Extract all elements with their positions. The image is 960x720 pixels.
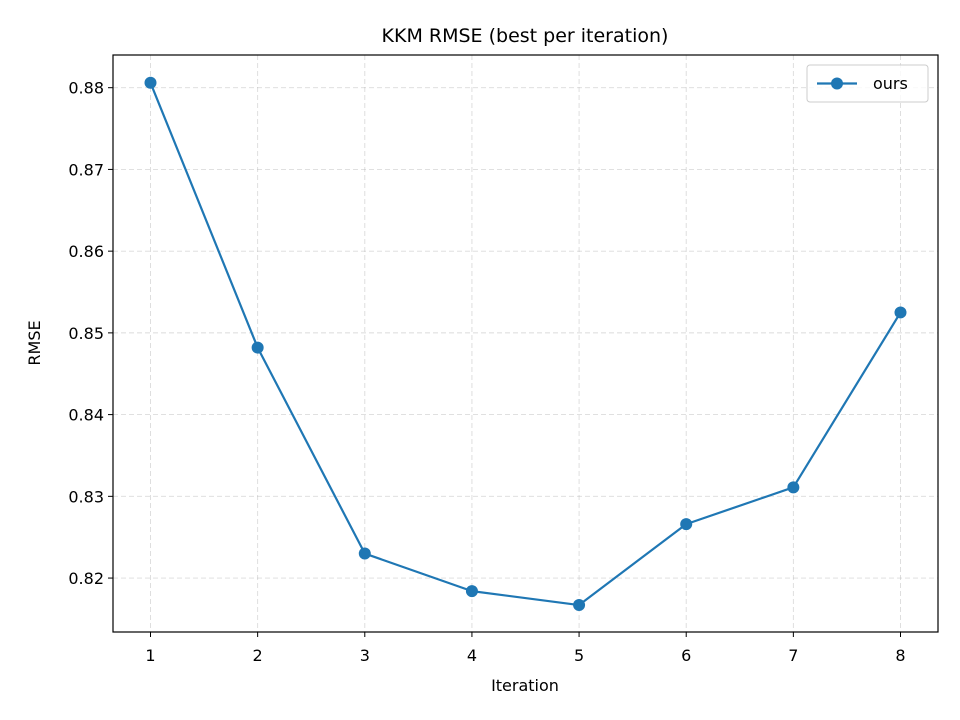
x-axis: 1 2 3 4 5 6 7 8 (145, 632, 906, 665)
legend: ours (806, 64, 929, 103)
y-tick-label: 0.88 (68, 79, 104, 98)
series-layer (144, 76, 907, 612)
y-tick-label: 0.86 (68, 242, 104, 261)
data-point (680, 518, 693, 531)
x-tick-label: 8 (895, 646, 905, 665)
data-point (465, 585, 478, 598)
y-tick-label: 0.85 (68, 324, 104, 343)
legend-label: ours (873, 74, 908, 93)
y-tick-label: 0.87 (68, 160, 104, 179)
data-point (251, 341, 264, 354)
data-point (573, 599, 586, 612)
y-tick-label: 0.84 (68, 406, 104, 425)
data-point (894, 306, 907, 319)
data-point (787, 481, 800, 494)
data-point (358, 547, 371, 560)
chart-title: KKM RMSE (best per iteration) (382, 25, 669, 47)
y-axis-label: RMSE (25, 320, 44, 365)
x-tick-label: 7 (788, 646, 798, 665)
plot-frame (112, 54, 939, 633)
x-tick-label: 1 (145, 646, 155, 665)
x-tick-label: 3 (360, 646, 370, 665)
x-tick-label: 2 (253, 646, 263, 665)
series-line-ours (149, 82, 902, 607)
y-axis: 0.82 0.83 0.84 0.85 0.86 0.87 0.88 (68, 79, 113, 588)
x-axis-label: Iteration (491, 676, 559, 695)
grid (113, 55, 938, 632)
y-tick-label: 0.82 (68, 569, 104, 588)
x-tick-label: 5 (574, 646, 584, 665)
legend-marker-swatch (831, 77, 843, 90)
x-tick-label: 6 (681, 646, 691, 665)
x-tick-label: 4 (467, 646, 477, 665)
y-tick-label: 0.83 (68, 487, 104, 506)
data-point (144, 76, 157, 89)
legend-box (806, 64, 929, 103)
